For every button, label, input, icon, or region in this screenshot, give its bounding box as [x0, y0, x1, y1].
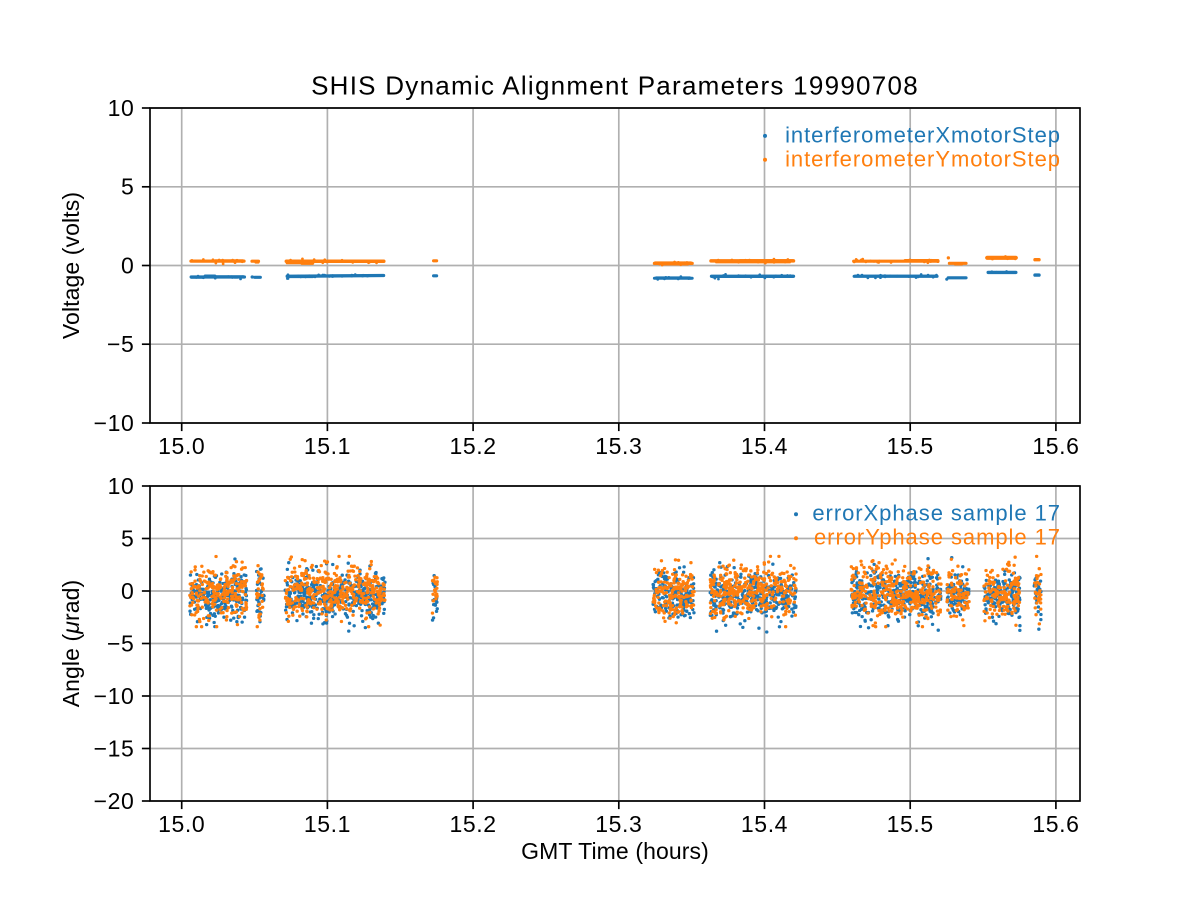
svg-text:0: 0	[121, 252, 134, 278]
svg-text:5: 5	[121, 174, 134, 200]
svg-text:errorYphase sample 17: errorYphase sample 17	[814, 525, 1061, 550]
svg-text:15.3: 15.3	[595, 433, 642, 459]
svg-text:15.2: 15.2	[450, 433, 497, 459]
svg-text:15.1: 15.1	[304, 811, 351, 837]
svg-text:15.1: 15.1	[304, 433, 351, 459]
svg-text:15.4: 15.4	[741, 433, 788, 459]
svg-text:−15: −15	[94, 735, 135, 761]
svg-text:15.0: 15.0	[158, 433, 205, 459]
svg-text:errorXphase sample 17: errorXphase sample 17	[812, 501, 1061, 526]
svg-text:−5: −5	[107, 331, 134, 357]
svg-text:15.2: 15.2	[450, 811, 497, 837]
svg-text:15.6: 15.6	[1032, 811, 1079, 837]
svg-text:15.3: 15.3	[595, 811, 642, 837]
svg-text:15.0: 15.0	[158, 811, 205, 837]
svg-text:15.4: 15.4	[741, 811, 788, 837]
svg-text:interferometerXmotorStep: interferometerXmotorStep	[785, 123, 1061, 148]
svg-text:interferometerYmotorStep: interferometerYmotorStep	[785, 146, 1061, 171]
svg-text:15.5: 15.5	[887, 433, 934, 459]
svg-text:SHIS Dynamic Alignment Paramet: SHIS Dynamic Alignment Parameters 199907…	[311, 71, 919, 101]
svg-text:0: 0	[121, 578, 134, 604]
svg-text:−10: −10	[94, 410, 135, 436]
svg-text:−20: −20	[94, 788, 135, 814]
svg-text:10: 10	[108, 95, 135, 121]
svg-text:5: 5	[121, 525, 134, 551]
svg-text:−10: −10	[94, 683, 135, 709]
svg-text:15.5: 15.5	[887, 811, 934, 837]
svg-text:10: 10	[108, 473, 135, 499]
svg-text:15.6: 15.6	[1032, 433, 1079, 459]
svg-text:Voltage (volts): Voltage (volts)	[58, 192, 84, 339]
svg-text:−5: −5	[107, 630, 134, 656]
svg-text:GMT Time (hours): GMT Time (hours)	[521, 838, 709, 864]
svg-text:Angle (μrad): Angle (μrad)	[58, 580, 84, 708]
